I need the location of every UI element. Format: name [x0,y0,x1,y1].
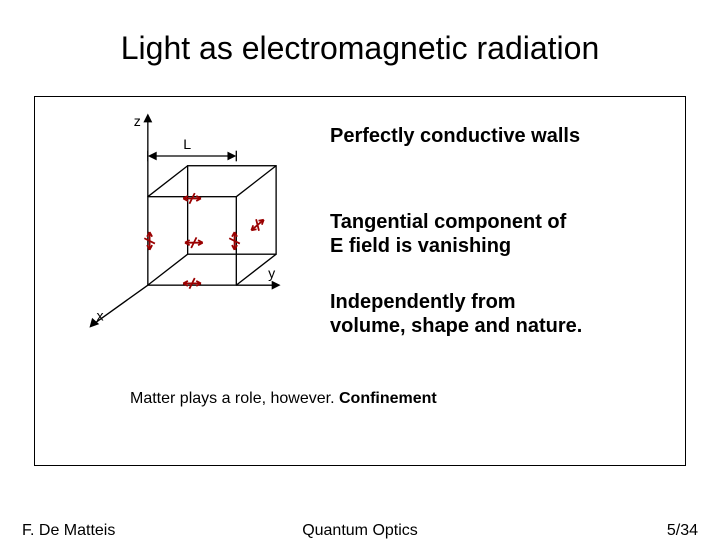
text-independent-l2: volume, shape and nature. [330,315,582,337]
text-independent-l1: Independently from [330,291,516,313]
footer-title: Quantum Optics [0,522,720,540]
text-independent: Independently from volume, shape and nat… [330,290,582,338]
text-tangential-l2: E field is vanishing [330,235,511,257]
text-tangential: Tangential component of E field is vanis… [330,210,566,258]
matter-note-plain: Matter plays a role, however. [130,390,339,407]
text-tangential-l1: Tangential component of [330,211,566,233]
svg-text:z: z [134,113,141,129]
slide-title: Light as electromagnetic radiation [0,30,720,67]
matter-note: Matter plays a role, however. Confinemen… [130,390,437,408]
footer-page: 5/34 [667,522,698,540]
cavity-cube-diagram: z Ly x [60,110,310,340]
svg-text:y: y [268,265,276,281]
text-conductive-walls: Perfectly conductive walls [330,124,580,148]
svg-text:x: x [97,308,104,324]
matter-note-bold: Confinement [339,390,437,407]
svg-text:L: L [183,136,191,152]
